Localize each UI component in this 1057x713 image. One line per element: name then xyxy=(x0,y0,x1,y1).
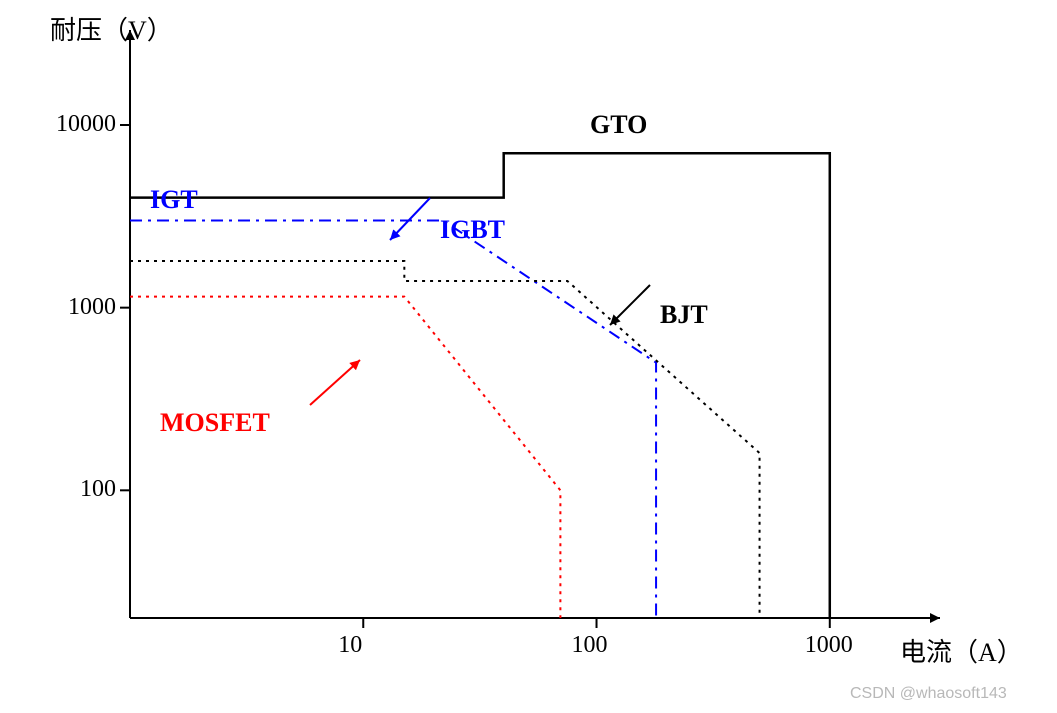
power-device-region-chart: 耐压（V） 电流（A） CSDN @whaosoft143 10 100 1000 1… xyxy=(0,0,1057,713)
series-label-bjt: BJT xyxy=(660,300,708,330)
y-tick-label: 10000 xyxy=(56,111,116,138)
x-tick-label: 1000 xyxy=(805,632,853,659)
y-tick-label: 1000 xyxy=(68,294,116,321)
series-line-mosfet xyxy=(130,297,560,618)
watermark-text: CSDN @whaosoft143 xyxy=(850,685,1007,703)
series-label-mosfet: MOSFET xyxy=(160,408,270,438)
x-axis-label: 电流（A） xyxy=(900,632,1023,669)
y-tick-label: 100 xyxy=(80,476,116,503)
series-label-igt: IGT xyxy=(150,185,198,215)
x-tick-label: 10 xyxy=(338,632,362,659)
x-tick-label: 100 xyxy=(572,632,608,659)
chart-svg xyxy=(0,0,1057,713)
series-label-gto: GTO xyxy=(590,110,647,140)
series-label-igbt: IGBT xyxy=(440,215,505,245)
y-axis-label: 耐压（V） xyxy=(50,10,173,47)
